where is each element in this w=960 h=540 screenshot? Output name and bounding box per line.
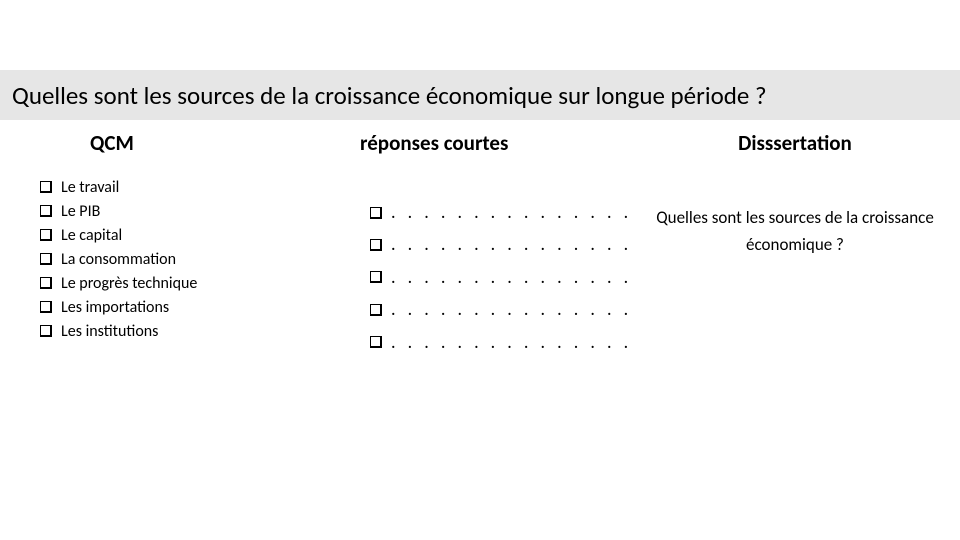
dissertation-prompt: Quelles sont les sources de la croissanc… [650, 204, 940, 258]
short-item[interactable]: . . . . . . . . . . . . . . . [370, 261, 650, 293]
qcm-item[interactable]: Le travail [40, 176, 300, 200]
short-item-placeholder: . . . . . . . . . . . . . . . [391, 326, 632, 358]
qcm-item-label: Les institutions [61, 320, 158, 344]
short-item[interactable]: . . . . . . . . . . . . . . . [370, 326, 650, 358]
qcm-item[interactable]: Les institutions [40, 320, 300, 344]
checkbox-icon[interactable] [40, 253, 51, 264]
qcm-heading: QCM [40, 130, 300, 156]
short-list: . . . . . . . . . . . . . . . . . . . . … [320, 196, 650, 358]
short-item[interactable]: . . . . . . . . . . . . . . . [370, 196, 650, 228]
checkbox-icon[interactable] [40, 325, 51, 336]
title-band: Quelles sont les sources de la croissanc… [0, 70, 960, 120]
columns: QCM Le travail Le PIB Le capital La cons… [0, 130, 960, 358]
checkbox-icon[interactable] [370, 271, 381, 282]
short-item-placeholder: . . . . . . . . . . . . . . . [391, 261, 632, 293]
page: Quelles sont les sources de la croissanc… [0, 0, 960, 540]
checkbox-icon[interactable] [40, 301, 51, 312]
qcm-item[interactable]: Le capital [40, 224, 300, 248]
qcm-item-label: Le progrès technique [61, 272, 197, 296]
short-item-placeholder: . . . . . . . . . . . . . . . [391, 293, 632, 325]
qcm-item[interactable]: Le progrès technique [40, 272, 300, 296]
short-item-placeholder: . . . . . . . . . . . . . . . [391, 228, 632, 260]
qcm-item[interactable]: Les importations [40, 296, 300, 320]
qcm-item[interactable]: La consommation [40, 248, 300, 272]
checkbox-icon[interactable] [370, 336, 381, 347]
checkbox-icon[interactable] [40, 277, 51, 288]
column-short-answers: réponses courtes . . . . . . . . . . . .… [300, 130, 650, 358]
checkbox-icon[interactable] [370, 304, 381, 315]
checkbox-icon[interactable] [40, 205, 51, 216]
column-dissertation: Disssertation Quelles sont les sources d… [650, 130, 960, 358]
checkbox-icon[interactable] [370, 207, 381, 218]
checkbox-icon[interactable] [40, 181, 51, 192]
dissertation-heading: Disssertation [650, 130, 940, 156]
qcm-item-label: Le travail [61, 176, 119, 200]
column-qcm: QCM Le travail Le PIB Le capital La cons… [0, 130, 300, 358]
checkbox-icon[interactable] [40, 229, 51, 240]
qcm-list: Le travail Le PIB Le capital La consomma… [40, 176, 300, 344]
qcm-item-label: Le capital [61, 224, 122, 248]
short-item[interactable]: . . . . . . . . . . . . . . . [370, 293, 650, 325]
short-heading: réponses courtes [320, 130, 650, 156]
page-title: Quelles sont les sources de la croissanc… [12, 80, 767, 111]
qcm-item[interactable]: Le PIB [40, 200, 300, 224]
short-item-placeholder: . . . . . . . . . . . . . . . [391, 196, 632, 228]
short-item[interactable]: . . . . . . . . . . . . . . . [370, 228, 650, 260]
checkbox-icon[interactable] [370, 239, 381, 250]
qcm-item-label: La consommation [61, 248, 176, 272]
qcm-item-label: Les importations [61, 296, 169, 320]
qcm-item-label: Le PIB [61, 200, 100, 224]
